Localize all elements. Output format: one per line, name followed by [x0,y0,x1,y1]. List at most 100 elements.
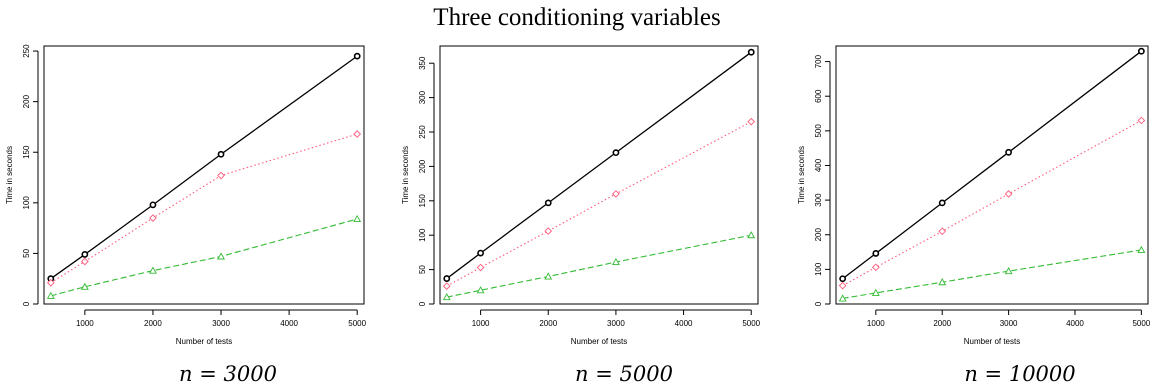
y-axis: 0 50 100 150 200 250 [22,44,39,306]
data-point [80,282,89,290]
data-point [839,275,847,283]
data-point [612,149,620,157]
data-point [612,190,620,198]
x-tick-label: 5000 [348,319,366,328]
x-tick-label: 3000 [607,319,625,328]
x-axis-label: Number of tests [571,337,627,346]
x-tick-label: 2000 [144,319,162,328]
series-1 [443,48,755,282]
data-point [938,199,946,207]
data-point [938,278,947,286]
data-point [871,288,880,296]
caption-n3000: n = 3000 [179,362,277,386]
data-point [81,257,89,266]
x-tick-label: 1000 [76,319,94,328]
series-line [842,50,1142,280]
data-point [1137,47,1145,55]
x-axis: 1000 2000 3000 4000 5000 [472,309,761,328]
chart-panel-n5000: 1000 2000 3000 4000 5000 Number of tests 0 50 10… [396,36,776,362]
data-point [442,282,451,290]
series-1 [47,52,361,283]
data-point [872,250,880,257]
chart-panel-n3000: 1000 2000 3000 4000 5000 Number of tests 0 50 10… [0,36,380,362]
data-point [217,171,225,180]
data-point [838,281,847,290]
data-point [353,52,361,60]
x-tick-label: 4000 [675,319,693,328]
data-point [838,294,847,302]
y-tick-label: 0 [22,301,31,306]
caption-n10000: n = 10000 [964,362,1076,386]
chart-n3000: 1000 2000 3000 4000 5000 Number of tests 0 50 10… [5,44,367,346]
plot-frame [43,45,365,305]
x-tick-label: 1000 [867,319,885,328]
y-tick-label: 200 [814,228,823,242]
x-tick-label: 1000 [472,319,490,328]
series-line [50,55,358,280]
data-point [1005,148,1012,156]
x-axis-label: Number of tests [176,337,232,346]
y-tick-label: 100 [22,196,31,210]
x-tick-label: 4000 [280,319,298,328]
y-tick-label: 200 [418,159,427,173]
data-point [747,231,756,239]
y-tick-label: 500 [814,124,823,138]
chart-n10000: 1000 2000 3000 4000 5000 Number of tests 0 100 2… [797,45,1151,346]
data-point [46,291,55,299]
y-axis: 0 100 200 300 400 500 600 700 [814,54,831,306]
y-tick-label: 50 [22,248,31,257]
y-tick-label: 300 [814,193,823,207]
y-tick-label: 100 [418,228,427,242]
data-point [611,257,620,266]
series-2 [838,116,1146,290]
data-point [1137,116,1146,125]
y-tick-label: 100 [814,262,823,276]
y-axis-label: Time in seconds [401,146,410,204]
y-tick-label: 300 [418,90,427,104]
figure-title: Three conditioning variables [433,4,721,31]
series-line [446,121,752,287]
data-point [476,263,485,272]
x-tick-label: 4000 [1066,319,1084,328]
x-axis: 1000 2000 3000 4000 5000 [76,309,367,328]
y-tick-label: 250 [22,44,31,58]
chart-panel-n10000: 1000 2000 3000 4000 5000 Number of tests 0 100 2… [792,36,1154,362]
data-point [1004,266,1013,275]
y-tick-label: 400 [814,158,823,172]
data-point [81,251,89,258]
x-axis-label: Number of tests [964,337,1020,346]
series-1 [839,47,1145,283]
x-tick-label: 5000 [1132,319,1150,328]
y-tick-label: 600 [814,89,823,103]
x-tick-label: 2000 [933,319,951,328]
data-point [353,130,362,138]
data-point [149,201,157,209]
data-point [544,227,553,235]
data-point [443,275,451,282]
caption-n5000: n = 5000 [575,362,673,386]
series-3 [46,214,362,299]
y-tick-label: 150 [22,145,31,159]
x-tick-label: 3000 [1000,319,1018,328]
series-line [842,249,1142,300]
data-point [1137,245,1146,253]
data-point [544,199,552,207]
x-tick-label: 5000 [742,319,760,328]
y-tick-label: 250 [418,125,427,139]
series-3 [442,231,756,301]
series-3 [838,245,1146,302]
data-point [871,263,880,272]
plot-frame [439,45,759,305]
data-point [46,278,55,287]
data-point [217,252,225,260]
series-2 [46,130,362,287]
chart-n5000: 1000 2000 3000 4000 5000 Number of tests 0 50 10… [401,45,761,346]
y-tick-label: 200 [22,94,31,108]
data-point [477,249,484,257]
data-point [149,214,157,222]
y-tick-label: 0 [814,301,823,306]
plot-frame [835,45,1149,305]
data-point [544,272,553,280]
data-point [1004,190,1013,198]
